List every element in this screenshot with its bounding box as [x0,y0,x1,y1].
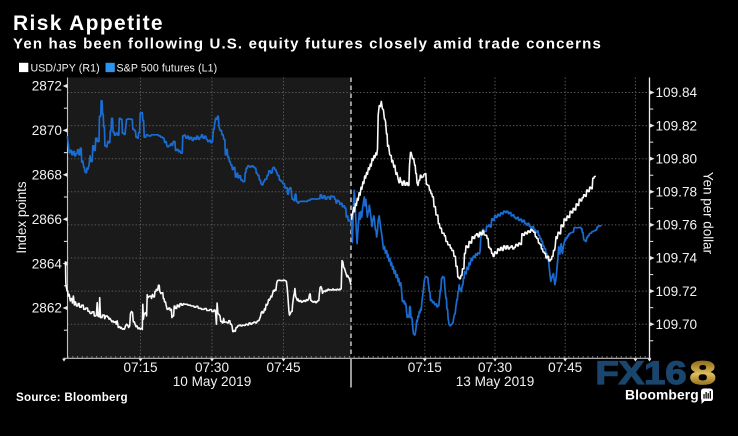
svg-text:S&P 500 futures (L1): S&P 500 futures (L1) [117,63,218,75]
svg-text:07:45: 07:45 [548,360,582,375]
svg-text:2864: 2864 [32,256,63,271]
svg-text:Yen has been following U.S. eq: Yen has been following U.S. equity futur… [13,36,602,53]
svg-text:109.80: 109.80 [656,151,698,166]
svg-text:2872: 2872 [32,79,62,94]
svg-text:109.76: 109.76 [656,218,698,233]
svg-text:07:30: 07:30 [478,360,512,375]
svg-text:Bloomberg: Bloomberg [625,388,699,403]
svg-text:2862: 2862 [32,301,62,316]
svg-text:109.84: 109.84 [656,85,698,100]
svg-text:2870: 2870 [32,123,63,138]
svg-text:Source: Bloomberg: Source: Bloomberg [16,391,128,404]
svg-text:109.72: 109.72 [656,284,698,299]
svg-text:2868: 2868 [32,168,62,183]
svg-text:109.82: 109.82 [656,118,698,133]
svg-text:109.70: 109.70 [656,317,698,332]
svg-text:8: 8 [690,355,717,391]
svg-text:07:15: 07:15 [123,360,157,375]
svg-text:Risk Appetite: Risk Appetite [13,12,164,35]
svg-text:07:30: 07:30 [195,360,229,375]
svg-text:109.78: 109.78 [656,185,698,200]
svg-text:FX16: FX16 [596,355,687,391]
svg-text:109.74: 109.74 [656,251,698,266]
svg-text:Yen per dollar: Yen per dollar [701,172,716,255]
svg-text:2866: 2866 [32,212,62,227]
svg-text:10 May 2019: 10 May 2019 [173,374,252,389]
svg-text:07:15: 07:15 [408,360,442,375]
svg-text:07:45: 07:45 [266,360,300,375]
svg-text:13 May 2019: 13 May 2019 [456,374,535,389]
svg-text:USD/JPY (R1): USD/JPY (R1) [31,63,100,75]
svg-text:Index points: Index points [14,181,29,254]
